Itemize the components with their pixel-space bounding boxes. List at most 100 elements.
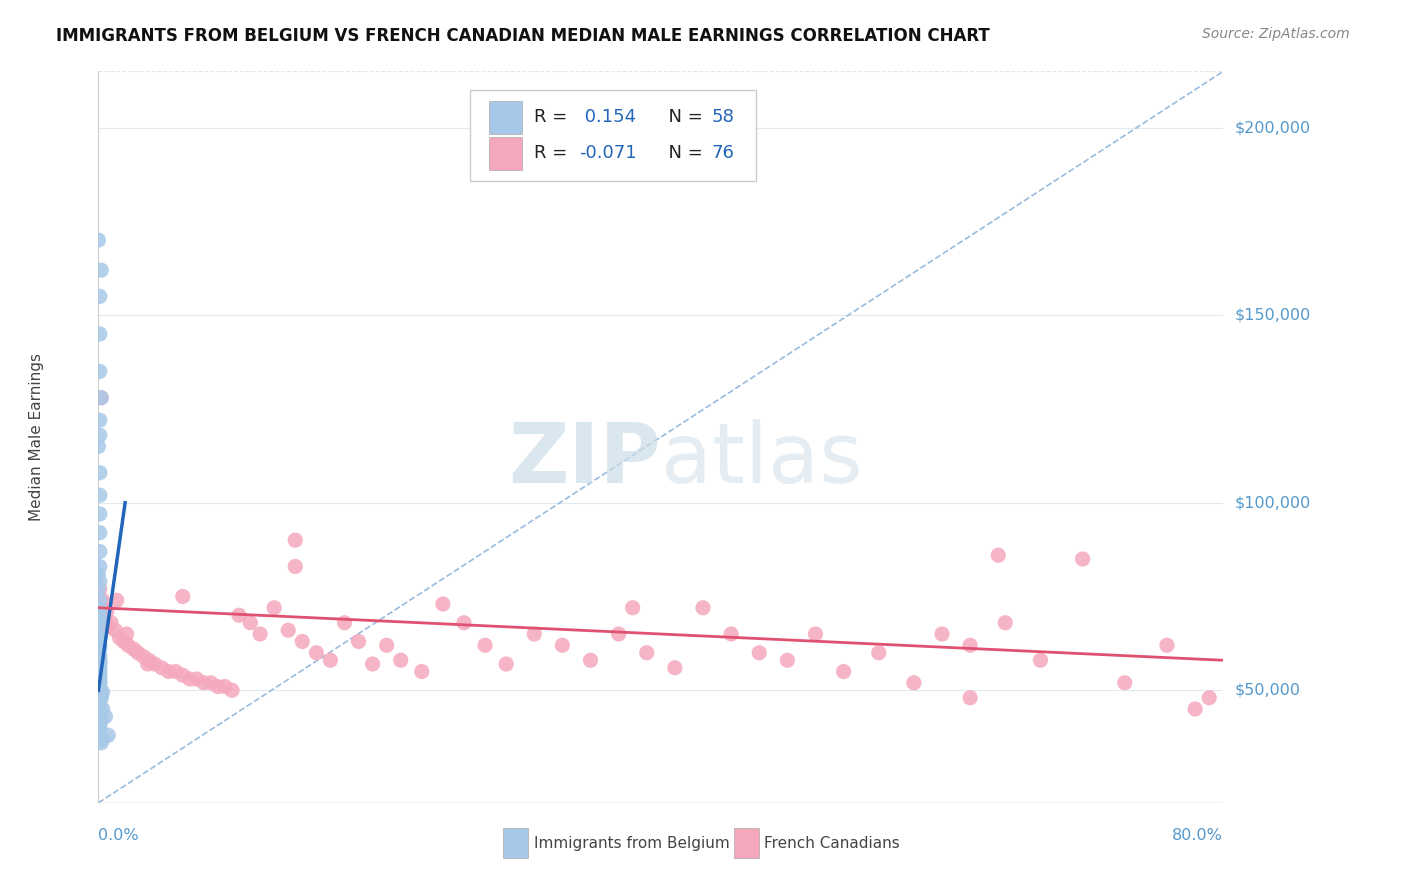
Point bbox=[87, 670, 110, 684]
Bar bbox=[503, 829, 529, 858]
Point bbox=[89, 675, 111, 690]
Point bbox=[90, 736, 112, 750]
Point bbox=[193, 675, 215, 690]
Point bbox=[89, 638, 111, 652]
Point bbox=[100, 615, 122, 630]
Point bbox=[94, 709, 117, 723]
Point bbox=[523, 627, 546, 641]
Point bbox=[96, 605, 118, 619]
Point bbox=[214, 680, 236, 694]
Point bbox=[89, 717, 111, 731]
Point bbox=[89, 466, 111, 480]
Text: French Canadians: French Canadians bbox=[765, 836, 900, 851]
Point bbox=[239, 615, 262, 630]
Point bbox=[172, 590, 194, 604]
Point bbox=[432, 597, 454, 611]
Point bbox=[89, 698, 111, 713]
Point bbox=[89, 681, 111, 696]
Point bbox=[579, 653, 602, 667]
Point bbox=[89, 428, 111, 442]
Point bbox=[748, 646, 770, 660]
Point bbox=[89, 631, 111, 645]
Point bbox=[89, 582, 111, 596]
Point bbox=[89, 605, 111, 619]
Text: Source: ZipAtlas.com: Source: ZipAtlas.com bbox=[1202, 27, 1350, 41]
Point bbox=[132, 649, 155, 664]
Point bbox=[692, 600, 714, 615]
Point bbox=[89, 326, 111, 341]
Point bbox=[122, 642, 145, 657]
Point bbox=[91, 732, 114, 747]
Text: 0.0%: 0.0% bbox=[98, 828, 139, 843]
Point bbox=[249, 627, 271, 641]
Point bbox=[157, 665, 180, 679]
Point bbox=[200, 675, 222, 690]
Point bbox=[1071, 552, 1094, 566]
Point bbox=[90, 263, 112, 277]
Point bbox=[1184, 702, 1206, 716]
Text: ZIP: ZIP bbox=[509, 418, 661, 500]
Point bbox=[551, 638, 574, 652]
Point bbox=[97, 728, 120, 742]
Point bbox=[291, 634, 314, 648]
Point bbox=[89, 649, 111, 664]
Point bbox=[89, 665, 111, 679]
Point bbox=[389, 653, 412, 667]
Point bbox=[89, 706, 111, 720]
Point bbox=[347, 634, 370, 648]
Point bbox=[607, 627, 630, 641]
Point bbox=[361, 657, 384, 671]
Point bbox=[115, 627, 138, 641]
Point bbox=[136, 657, 159, 671]
Text: $100,000: $100,000 bbox=[1234, 495, 1310, 510]
Point bbox=[1198, 690, 1220, 705]
Point bbox=[1029, 653, 1052, 667]
Point bbox=[333, 615, 356, 630]
Point bbox=[987, 548, 1010, 562]
Point bbox=[186, 672, 208, 686]
Point bbox=[91, 685, 114, 699]
Point bbox=[636, 646, 658, 660]
Text: $50,000: $50,000 bbox=[1234, 682, 1301, 698]
Point bbox=[89, 680, 111, 694]
Point bbox=[89, 559, 111, 574]
Point bbox=[375, 638, 398, 652]
Point bbox=[411, 665, 433, 679]
Point bbox=[621, 600, 644, 615]
Point bbox=[87, 634, 110, 648]
Point bbox=[994, 615, 1017, 630]
Point bbox=[89, 653, 111, 667]
Point bbox=[117, 638, 139, 652]
Point bbox=[89, 657, 111, 671]
Text: R =: R = bbox=[534, 145, 572, 162]
Bar bbox=[734, 829, 759, 858]
Point bbox=[474, 638, 496, 652]
Text: 0.154: 0.154 bbox=[579, 108, 636, 126]
Point bbox=[87, 600, 110, 615]
Point bbox=[89, 675, 111, 690]
Point bbox=[89, 668, 111, 682]
Point bbox=[776, 653, 799, 667]
Point bbox=[91, 702, 114, 716]
Text: 58: 58 bbox=[711, 108, 734, 126]
Point bbox=[89, 364, 111, 378]
Point bbox=[89, 672, 111, 686]
Point bbox=[664, 661, 686, 675]
Point bbox=[97, 619, 120, 633]
Point bbox=[89, 692, 111, 706]
Point bbox=[89, 413, 111, 427]
Point bbox=[89, 624, 111, 638]
Point bbox=[228, 608, 250, 623]
Point bbox=[221, 683, 243, 698]
Text: -0.071: -0.071 bbox=[579, 145, 637, 162]
Point bbox=[89, 615, 111, 630]
Point bbox=[91, 593, 114, 607]
Point bbox=[1114, 675, 1136, 690]
Text: 76: 76 bbox=[711, 145, 734, 162]
Point bbox=[105, 593, 128, 607]
Point bbox=[832, 665, 855, 679]
Point bbox=[89, 544, 111, 558]
Point bbox=[104, 624, 127, 638]
Text: atlas: atlas bbox=[661, 418, 862, 500]
Bar bbox=[489, 101, 523, 134]
